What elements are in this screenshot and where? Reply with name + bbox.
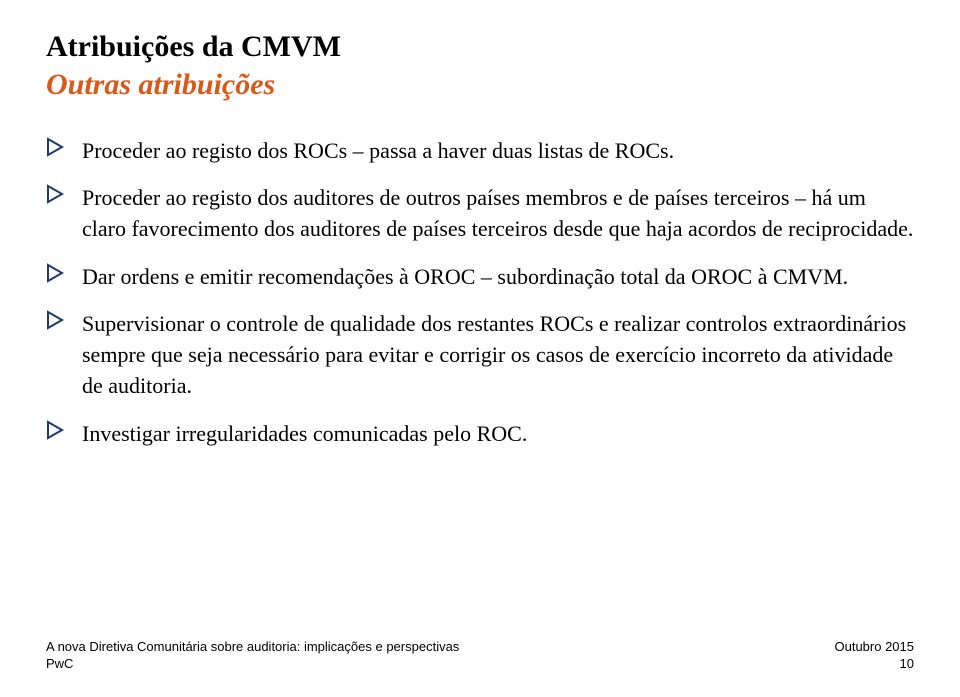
arrow-icon — [46, 310, 66, 330]
title-sub: Outras atribuições — [46, 66, 914, 104]
footer-right-bottom: 10 — [900, 656, 914, 671]
list-item: Supervisionar o controle de qualidade do… — [46, 308, 914, 402]
bullet-text: Supervisionar o controle de qualidade do… — [82, 311, 906, 398]
bullet-text: Proceder ao registo dos ROCs – passa a h… — [82, 138, 674, 163]
footer-right-top: Outubro 2015 — [834, 639, 914, 654]
arrow-icon — [46, 263, 66, 283]
bullet-text: Investigar irregularidades comunicadas p… — [82, 421, 527, 446]
bullet-text: Proceder ao registo dos auditores de out… — [82, 185, 913, 241]
bullet-text: Dar ordens e emitir recomendações à OROC… — [82, 264, 848, 289]
arrow-icon — [46, 137, 66, 157]
arrow-icon — [46, 420, 66, 440]
list-item: Proceder ao registo dos ROCs – passa a h… — [46, 135, 914, 166]
title-main: Atribuições da CMVM — [46, 28, 914, 66]
footer-left-bottom: PwC — [46, 656, 73, 671]
list-item: Dar ordens e emitir recomendações à OROC… — [46, 261, 914, 292]
footer: A nova Diretiva Comunitária sobre audito… — [46, 639, 914, 671]
slide: Atribuições da CMVM Outras atribuições P… — [0, 0, 960, 697]
list-item: Investigar irregularidades comunicadas p… — [46, 418, 914, 449]
footer-left-top: A nova Diretiva Comunitária sobre audito… — [46, 639, 459, 654]
arrow-icon — [46, 184, 66, 204]
bullet-list: Proceder ao registo dos ROCs – passa a h… — [46, 135, 914, 449]
list-item: Proceder ao registo dos auditores de out… — [46, 182, 914, 244]
